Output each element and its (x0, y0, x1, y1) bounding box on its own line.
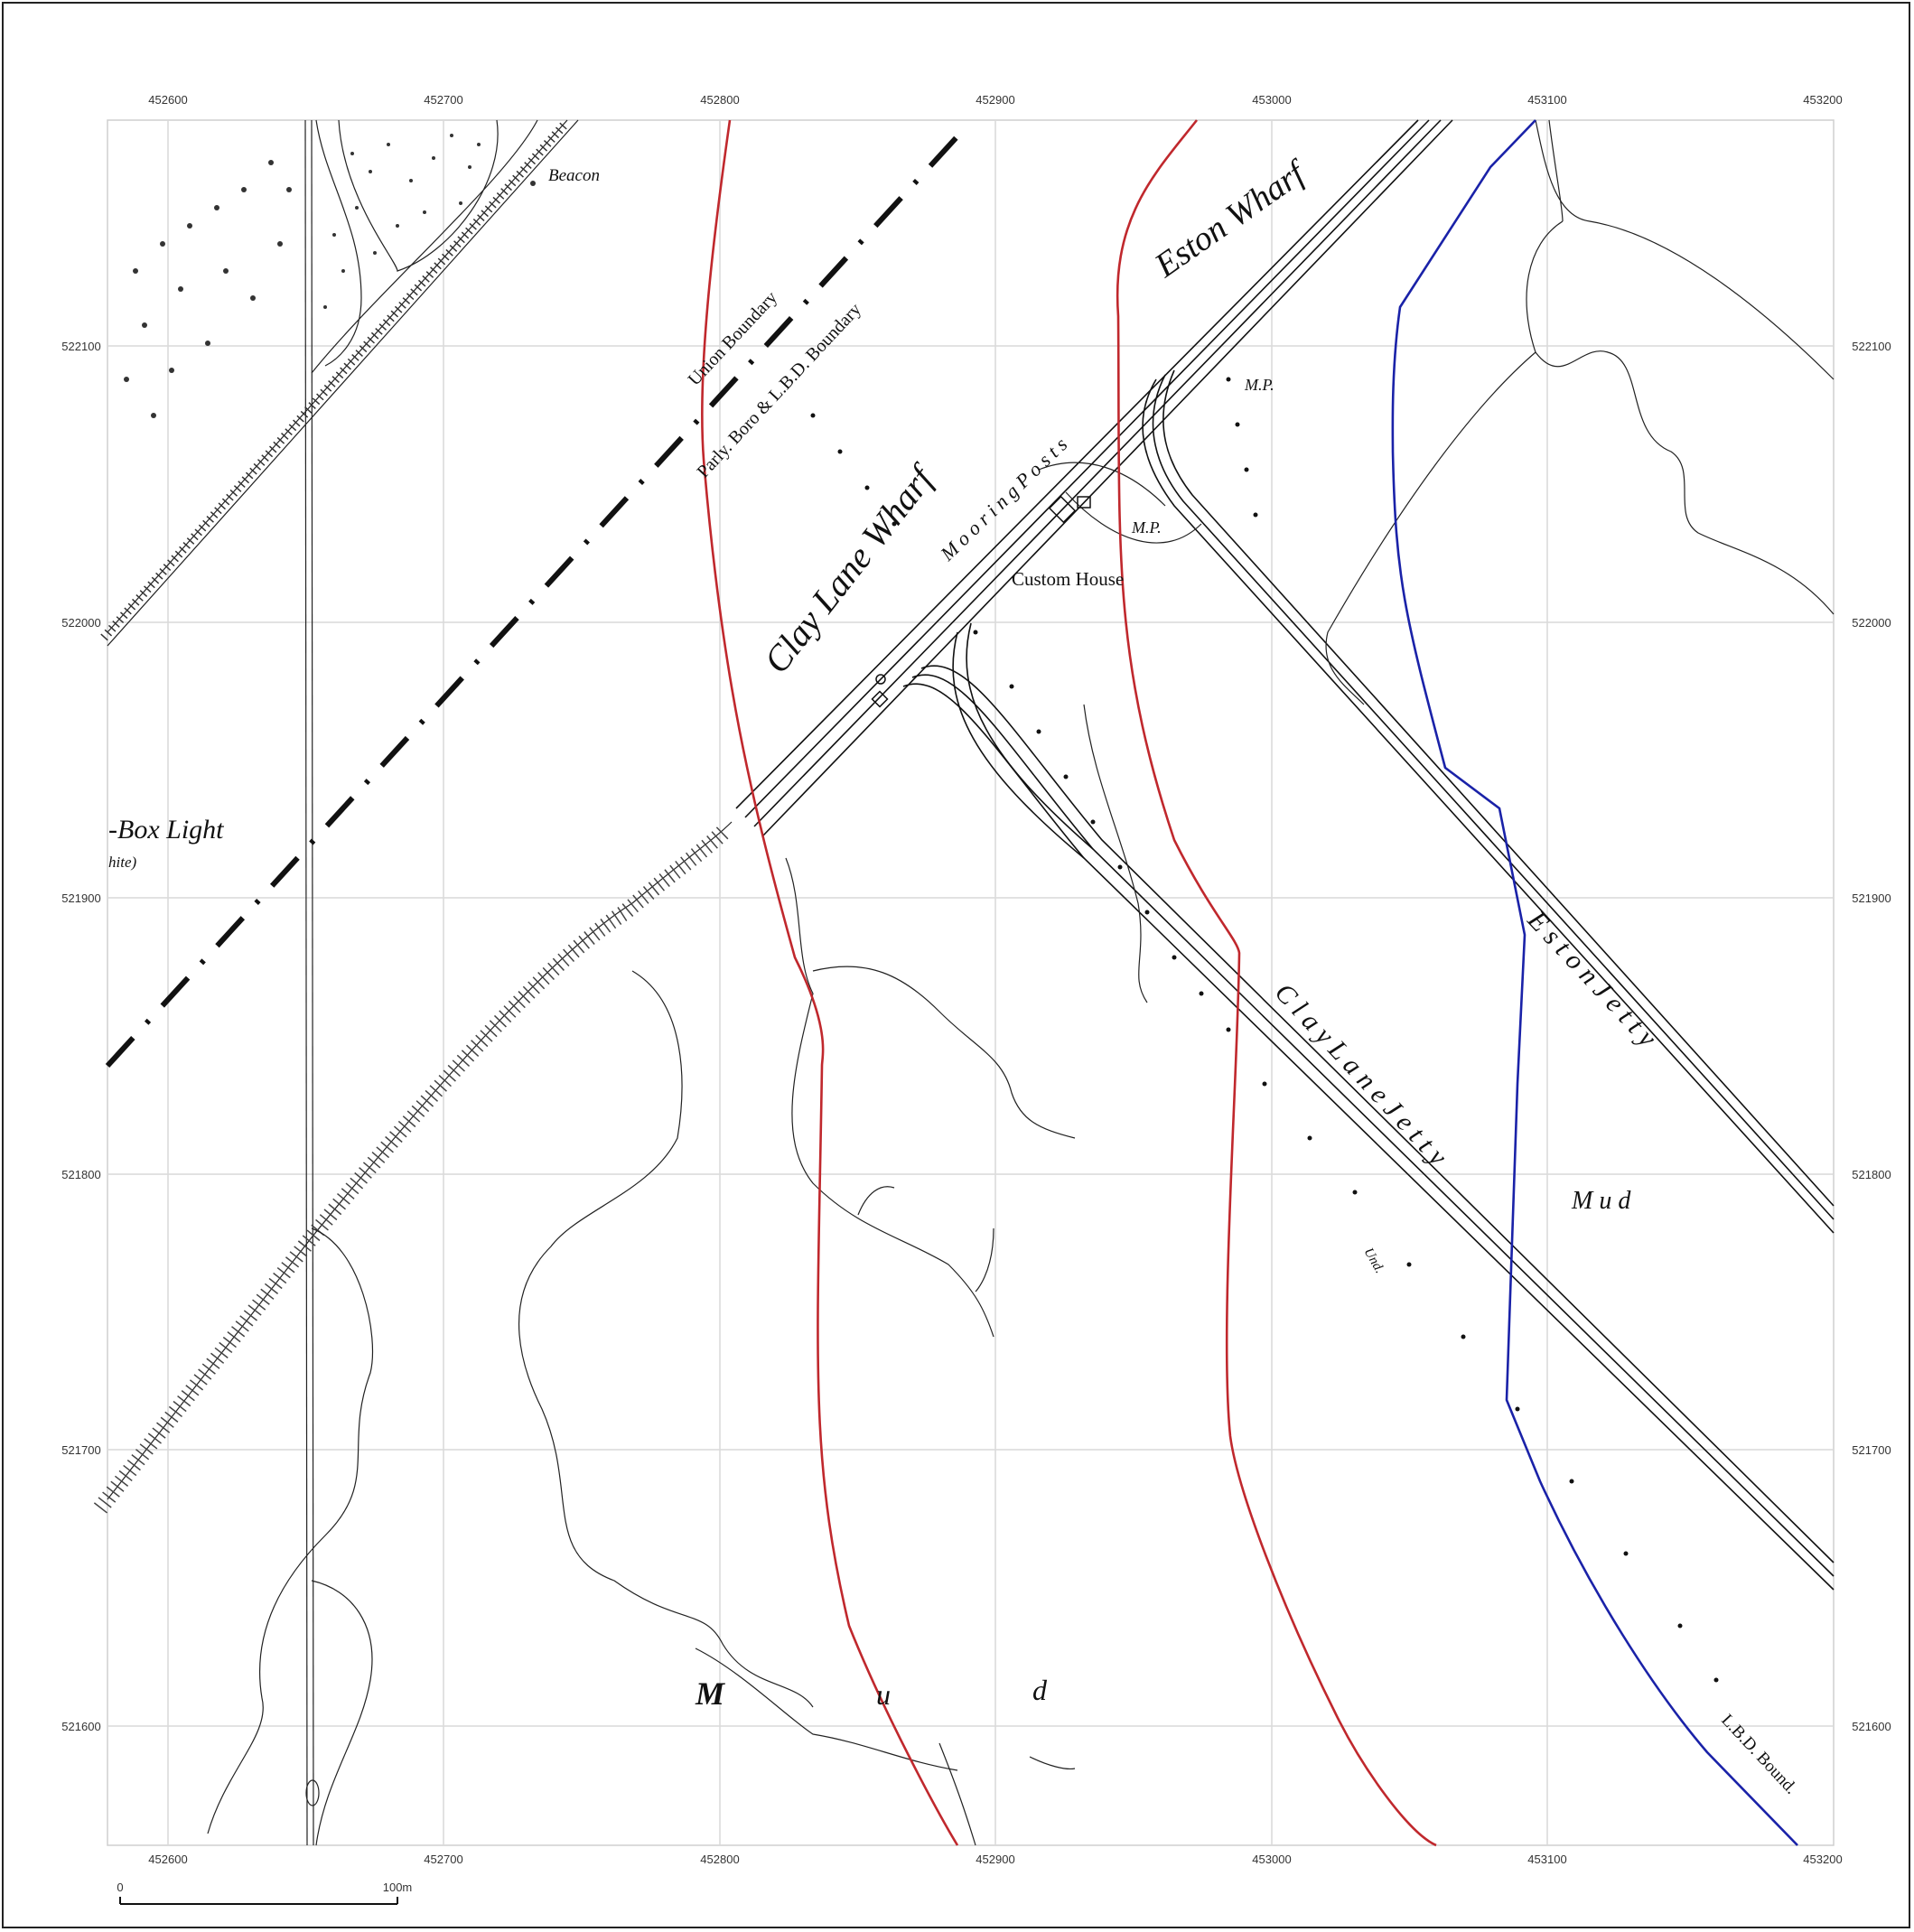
label-und: Und. (1361, 1246, 1387, 1276)
custom-house-outline (1065, 491, 1202, 544)
label-mud-m: M (695, 1675, 726, 1712)
label-eston-wharf: Eston Wharf (1147, 153, 1314, 285)
map-area (107, 119, 1835, 1846)
label-white: hite) (108, 854, 136, 871)
easting-label: 453000 (1252, 93, 1291, 107)
easting-label: 453000 (1252, 1853, 1291, 1866)
northing-labels-right: 522100 522000 521900 521800 521700 52160… (1852, 340, 1891, 1733)
vertical-track (304, 119, 320, 1846)
northing-label: 521900 (1852, 891, 1891, 905)
easting-label: 452700 (424, 93, 462, 107)
label-clay-lane-wharf: Clay Lane Wharf (756, 456, 944, 681)
label-clay-lane-jetty: C l a y L a n e J e t t y (1269, 977, 1453, 1171)
easting-label: 452800 (700, 93, 739, 107)
easting-label: 453100 (1527, 1853, 1566, 1866)
upper-embankment (100, 119, 579, 647)
northing-label: 522000 (61, 616, 100, 630)
northing-label: 521600 (1852, 1720, 1891, 1733)
easting-labels-top: 452600 452700 452800 452900 453000 45310… (148, 93, 1842, 107)
northing-label: 521600 (61, 1720, 100, 1733)
scale-bar: 0 100m (117, 1881, 413, 1905)
sand-dunes (124, 119, 536, 418)
easting-label: 452800 (700, 1853, 739, 1866)
northing-label: 522100 (1852, 340, 1891, 353)
tidal-dots (810, 377, 1719, 1683)
easting-label: 452600 (148, 93, 187, 107)
label-union-boundary: Union Boundary (685, 287, 781, 389)
label-parly-boundary: Parly. Boro & L.B.D. Boundary (694, 300, 865, 482)
jetty-tracks (902, 369, 1835, 1591)
label-custom-house: Custom House (1012, 568, 1124, 590)
label-box-light: -Box Light (108, 815, 224, 845)
blue-boundary-line (1391, 119, 1798, 1846)
easting-label: 452600 (148, 1853, 187, 1866)
northing-label: 521800 (1852, 1168, 1891, 1181)
easting-label: 453100 (1527, 93, 1566, 107)
label-mud-d: d (1032, 1674, 1048, 1706)
wharf-tracks (735, 119, 1453, 836)
jetty-structures (871, 495, 1091, 708)
label-mud-u: u (876, 1678, 891, 1711)
label-lbd-bound: L.B.D. Bound. (1717, 1711, 1800, 1798)
label-beacon: Beacon (548, 166, 600, 185)
northing-label: 521800 (61, 1168, 100, 1181)
northing-label: 521700 (1852, 1443, 1891, 1457)
easting-label: 452900 (976, 1853, 1014, 1866)
label-mud-right: M u d (1571, 1187, 1631, 1215)
label-mp-2: M.P. (1131, 518, 1162, 537)
scale-start-label: 0 (117, 1881, 123, 1894)
easting-label: 453200 (1803, 1853, 1842, 1866)
label-mp-1: M.P. (1244, 376, 1274, 394)
label-eston-jetty: E s t o n J e t t y (1521, 905, 1663, 1053)
easting-label: 453200 (1803, 93, 1842, 107)
easting-label: 452900 (976, 93, 1014, 107)
red-lines (701, 119, 1437, 1847)
northing-label: 521700 (61, 1443, 100, 1457)
scale-end-label: 100m (383, 1881, 413, 1894)
northing-label: 521900 (61, 891, 100, 905)
easting-labels-bottom: 452600 452700 452800 452900 453000 45310… (148, 1853, 1842, 1866)
coordinate-grid (107, 120, 1834, 1845)
boundary-line (105, 124, 969, 1069)
easting-label: 452700 (424, 1853, 462, 1866)
northing-labels-left: 522100 522000 521900 521800 521700 52160… (61, 340, 100, 1733)
label-mooring-posts: M o o r i n g P o s t s (935, 433, 1071, 565)
creeks (207, 119, 1835, 1846)
northing-label: 522000 (1852, 616, 1891, 630)
northing-label: 522100 (61, 340, 100, 353)
lower-embankment (93, 821, 733, 1514)
